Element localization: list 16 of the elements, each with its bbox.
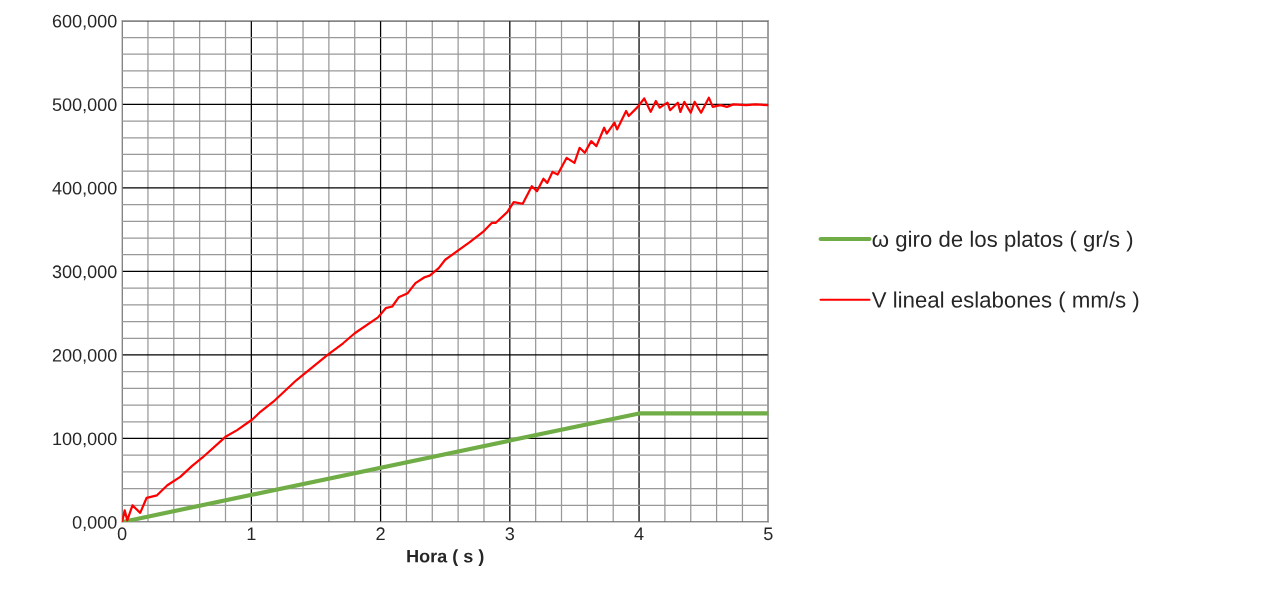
x-tick-label: 5 — [763, 527, 773, 541]
x-tick-label: 2 — [376, 527, 385, 540]
x-tick-label: 3 — [505, 527, 515, 541]
y-tick-label: 100,000 — [53, 432, 117, 448]
y-tick-label: 0,000 — [72, 515, 117, 531]
legend-label: V lineal eslabones ( mm/s ) — [871, 291, 1139, 313]
y-tick-label: 400,000 — [52, 181, 117, 197]
x-axis-title: Hora ( s ) — [407, 549, 484, 567]
x-tick-label: 1 — [247, 527, 256, 540]
y-tick-label: 600,000 — [52, 14, 117, 30]
y-tick-label: 300,000 — [52, 265, 117, 281]
y-tick-label: 500,000 — [52, 98, 117, 114]
x-tick-label: 0 — [117, 527, 127, 541]
x-tick-label: 4 — [634, 527, 644, 540]
legend-label: ω giro de los platos ( gr/s ) — [872, 230, 1133, 252]
y-tick-label: 200,000 — [52, 348, 117, 364]
